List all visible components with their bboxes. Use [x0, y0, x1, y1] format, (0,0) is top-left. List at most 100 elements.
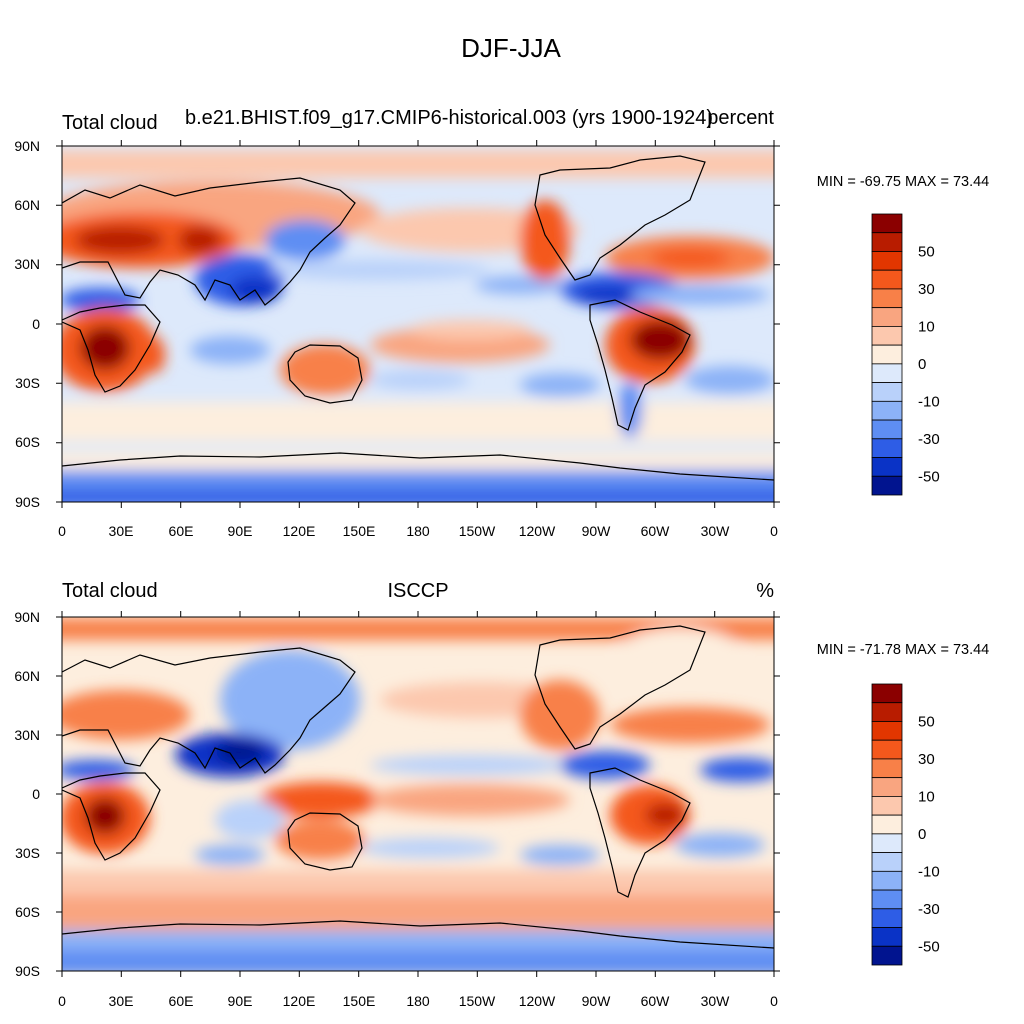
lat-tick-label: 0	[32, 786, 40, 802]
colorbar-label: 50	[918, 243, 935, 260]
lon-tick-label: 180	[406, 523, 430, 539]
lat-tick-label: 30N	[14, 727, 40, 743]
colorbar-swatch	[871, 777, 903, 797]
colorbar-swatch	[871, 344, 903, 365]
panel-center-title: ISCCP	[387, 580, 448, 602]
coastlines	[62, 155, 774, 481]
lat-tick-label: 60N	[14, 197, 40, 213]
colorbar-swatch	[871, 325, 903, 346]
lon-tick-label: 90E	[228, 993, 253, 1009]
colorbar-swatch	[871, 796, 903, 816]
lon-tick-label: 30W	[701, 523, 731, 539]
lon-tick-label: 0	[58, 523, 66, 539]
colorbar-label: 10	[918, 318, 935, 335]
colorbar-swatch	[871, 307, 903, 327]
panel-right-title: %	[756, 580, 774, 602]
lat-tick-label: 60N	[14, 668, 40, 684]
colorbar-swatch	[871, 288, 903, 309]
colorbar-swatch	[871, 833, 903, 853]
lat-tick-label: 90S	[15, 494, 40, 510]
lon-tick-label: 30W	[701, 993, 731, 1009]
colorbar-swatch	[871, 870, 903, 891]
colorbar-swatch	[871, 438, 903, 458]
lon-tick-label: 0	[58, 993, 66, 1009]
colorbar-swatch	[871, 945, 903, 966]
lon-tick-label: 150E	[343, 523, 376, 539]
panel-left-title: Total cloud	[62, 112, 158, 134]
lat-tick-labels: 90N 60N 30N 0 30S 60S 90S	[14, 138, 40, 510]
lat-tick-label: 60S	[15, 904, 40, 920]
colorbar-label: 0	[918, 356, 926, 373]
panel-obs: Total cloud ISCCP %	[14, 580, 989, 1009]
figure-title: DJF-JJA	[461, 33, 561, 63]
panel-center-title: b.e21.BHIST.f09_g17.CMIP6-historical.003…	[185, 107, 713, 129]
colorbar-label: -10	[918, 863, 940, 880]
colorbar-swatch	[871, 213, 903, 234]
lon-tick-label: 150W	[459, 993, 496, 1009]
colorbar-label: -50	[918, 938, 940, 955]
panel-model: Total cloud b.e21.BHIST.f09_g17.CMIP6-hi…	[14, 107, 989, 539]
lat-tick-label: 90S	[15, 963, 40, 979]
map-frame	[56, 611, 780, 977]
lon-tick-label: 120E	[283, 523, 316, 539]
lon-tick-label: 120W	[519, 993, 556, 1009]
colorbar-swatch	[871, 269, 903, 290]
lon-tick-label: 30E	[109, 523, 134, 539]
coastlines	[62, 625, 774, 949]
lon-tick-label: 150E	[343, 993, 376, 1009]
map-frame	[56, 140, 780, 508]
min-max-stats: MIN = -71.78 MAX = 73.44	[817, 642, 989, 658]
colorbar: 50 30 10 0 -10 -30 -50	[871, 213, 940, 496]
colorbar-swatch	[871, 457, 903, 477]
colorbar-swatch	[871, 251, 903, 271]
lat-tick-label: 30N	[14, 256, 40, 272]
lon-tick-label: 120W	[519, 523, 556, 539]
lon-tick-label: 60W	[641, 523, 671, 539]
colorbar-label: -10	[918, 393, 940, 410]
colorbar-swatch	[871, 400, 903, 421]
lat-tick-label: 0	[32, 316, 40, 332]
lat-tick-label: 30S	[15, 845, 40, 861]
colorbar-label: -30	[918, 901, 940, 918]
colorbar-label: -30	[918, 431, 940, 448]
colorbar-swatch	[871, 927, 903, 947]
panel-left-title: Total cloud	[62, 580, 158, 602]
colorbar-swatch	[871, 814, 903, 835]
lon-tick-label: 0	[770, 993, 778, 1009]
colorbar-swatch	[871, 758, 903, 779]
lat-tick-label: 30S	[15, 375, 40, 391]
colorbar-swatch	[871, 419, 903, 440]
colorbar-label: 0	[918, 826, 926, 843]
colorbar-swatch	[871, 382, 903, 402]
colorbar-swatch	[871, 721, 903, 741]
lon-tick-label: 180	[406, 993, 430, 1009]
colorbar-swatch	[871, 232, 903, 252]
lat-tick-label: 90N	[14, 138, 40, 154]
map-field	[62, 617, 774, 971]
lon-tick-label: 90W	[582, 993, 612, 1009]
colorbar-swatch	[871, 852, 903, 872]
colorbar-swatch	[871, 908, 903, 928]
colorbar-swatch	[871, 683, 903, 704]
colorbar-label: 30	[918, 751, 935, 768]
lon-tick-label: 60E	[169, 523, 194, 539]
lon-tick-label: 60W	[641, 993, 671, 1009]
lon-tick-label: 90E	[228, 523, 253, 539]
lon-tick-labels: 0 30E 60E 90E 120E 150E 180 150W 120W 90…	[58, 993, 778, 1009]
lon-tick-label: 60E	[169, 993, 194, 1009]
lon-tick-label: 90W	[582, 523, 612, 539]
colorbar-label: 50	[918, 713, 935, 730]
colorbar-swatch	[871, 739, 903, 760]
colorbar: 50 30 10 0 -10 -30 -50	[871, 683, 940, 966]
lon-tick-label: 150W	[459, 523, 496, 539]
lat-tick-labels: 90N 60N 30N 0 30S 60S 90S	[14, 609, 40, 979]
colorbar-swatch	[871, 475, 903, 496]
lon-tick-label: 0	[770, 523, 778, 539]
colorbar-swatch	[871, 702, 903, 722]
lat-tick-label: 90N	[14, 609, 40, 625]
colorbar-swatch	[871, 889, 903, 910]
colorbar-label: 10	[918, 788, 935, 805]
lon-tick-labels: 0 30E 60E 90E 120E 150E 180 150W 120W 90…	[58, 523, 778, 539]
panel-right-title: percent	[707, 107, 774, 129]
